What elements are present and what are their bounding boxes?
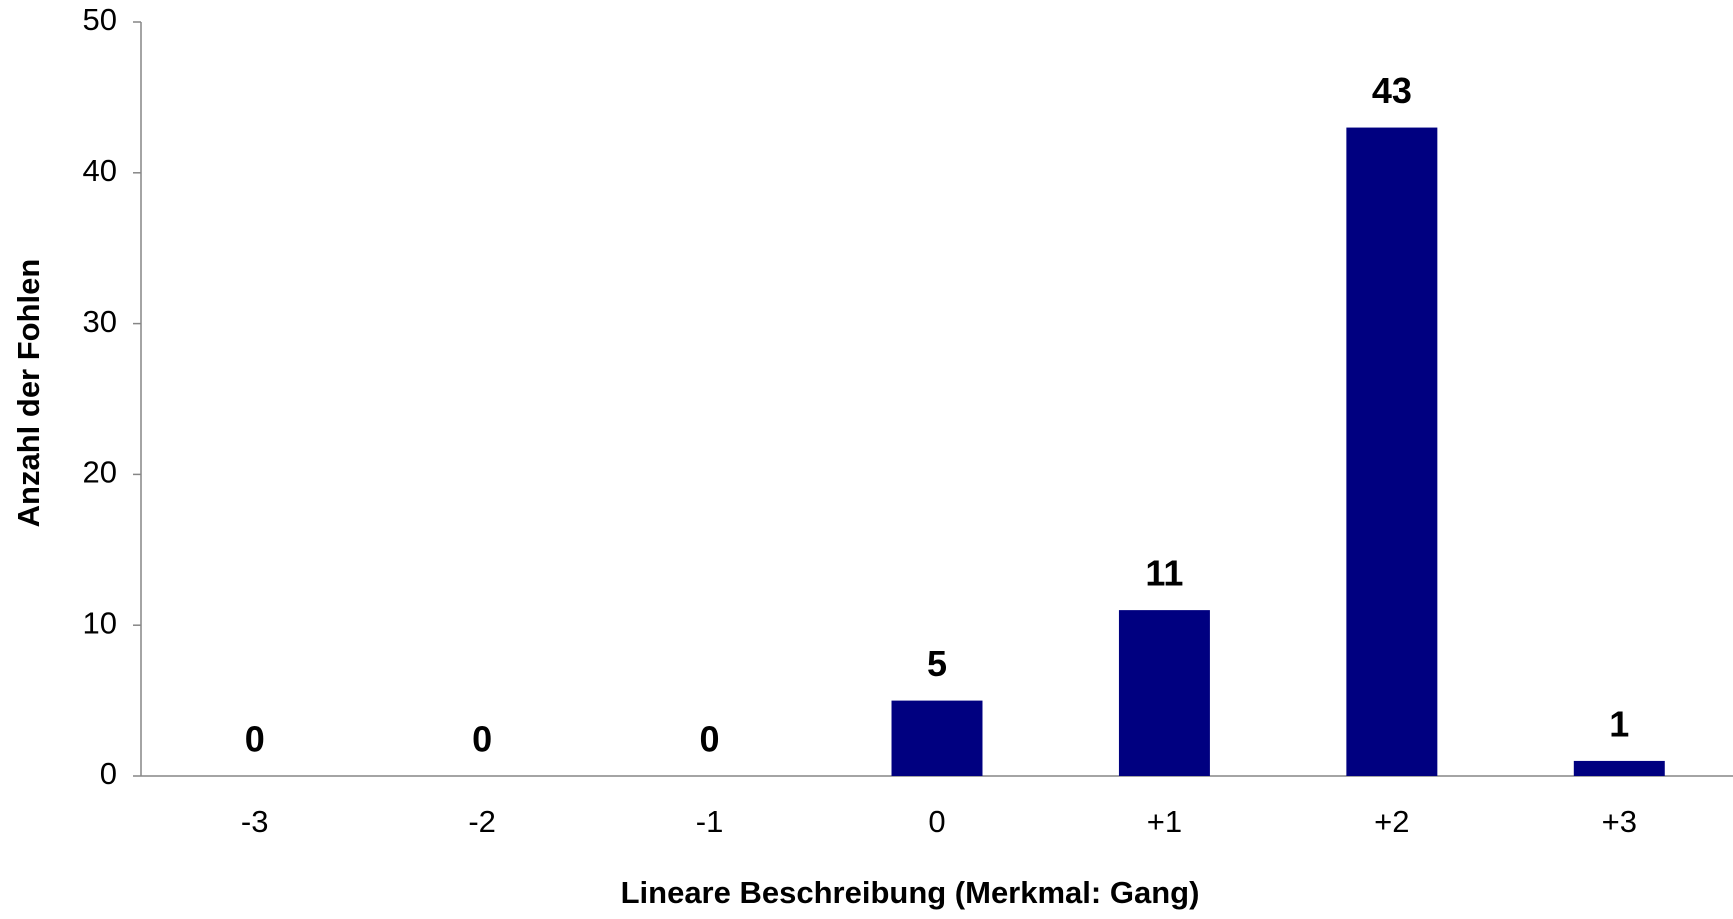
- data-label: 11: [1145, 553, 1183, 594]
- data-label: 0: [700, 719, 720, 760]
- y-tick-label: 20: [83, 455, 117, 490]
- bar: [1346, 127, 1438, 776]
- x-tick-label: +2: [1374, 804, 1409, 839]
- x-axis-label: Lineare Beschreibung (Merkmal: Gang): [621, 875, 1200, 910]
- x-tick-label: 0: [928, 804, 945, 839]
- x-tick-label: -1: [696, 804, 724, 839]
- x-tick-label: +1: [1147, 804, 1182, 839]
- y-tick-label: 30: [83, 304, 117, 339]
- x-tick-label: +3: [1602, 804, 1637, 839]
- data-label: 5: [927, 643, 947, 684]
- y-tick-label: 40: [83, 153, 117, 188]
- y-tick-label: 10: [83, 605, 117, 640]
- y-tick-label: 50: [83, 2, 117, 37]
- data-label: 1: [1609, 703, 1629, 744]
- y-tick-label: 0: [100, 756, 117, 791]
- y-axis-label: Anzahl der Fohlen: [11, 259, 46, 528]
- bar: [891, 700, 983, 776]
- data-label: 0: [245, 719, 265, 760]
- bar: [1118, 610, 1210, 776]
- data-label: 43: [1372, 70, 1412, 111]
- x-tick-label: -2: [468, 804, 496, 839]
- bar: [1573, 760, 1665, 776]
- x-tick-label: -3: [241, 804, 269, 839]
- data-label: 0: [472, 719, 492, 760]
